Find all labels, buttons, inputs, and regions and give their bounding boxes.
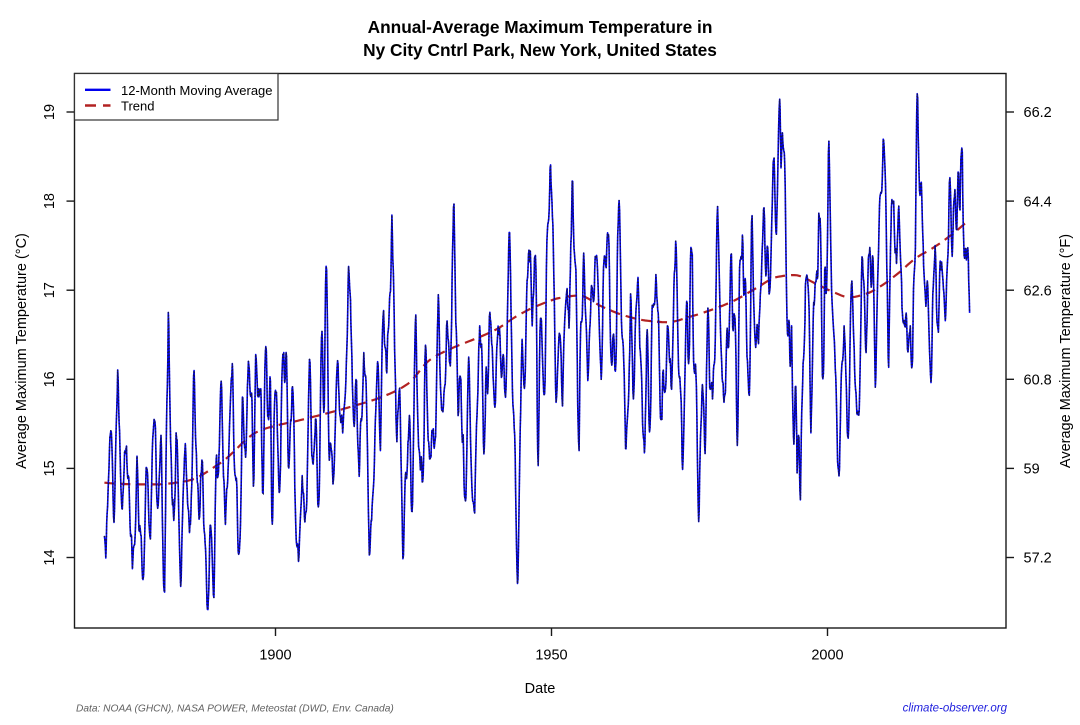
svg-text:Annual-Average Maximum Tempera: Annual-Average Maximum Temperature in xyxy=(368,17,713,37)
svg-text:2000: 2000 xyxy=(811,648,843,664)
svg-text:14: 14 xyxy=(42,549,58,565)
svg-text:19: 19 xyxy=(42,104,58,120)
svg-text:Average Maximum Temperature (°: Average Maximum Temperature (°F) xyxy=(1058,234,1074,468)
svg-text:12-Month Moving Average: 12-Month Moving Average xyxy=(121,83,273,98)
svg-text:17: 17 xyxy=(42,282,58,298)
svg-text:Trend: Trend xyxy=(121,99,154,114)
svg-text:1900: 1900 xyxy=(259,648,291,664)
svg-text:climate-observer.org: climate-observer.org xyxy=(903,703,1008,715)
svg-text:60.8: 60.8 xyxy=(1024,373,1052,389)
svg-text:Ny City Cntrl Park, New York,: Ny City Cntrl Park, New York, United Sta… xyxy=(363,40,717,60)
svg-text:Date: Date xyxy=(525,681,556,697)
svg-text:57.2: 57.2 xyxy=(1024,551,1052,567)
svg-text:18: 18 xyxy=(42,193,58,209)
svg-text:16: 16 xyxy=(42,371,58,387)
svg-text:64.4: 64.4 xyxy=(1024,194,1052,210)
svg-text:Average Maximum Temperature (°: Average Maximum Temperature (°C) xyxy=(14,233,30,469)
svg-text:15: 15 xyxy=(42,460,58,476)
svg-text:59: 59 xyxy=(1024,462,1040,478)
svg-text:62.6: 62.6 xyxy=(1024,283,1052,299)
svg-text:1950: 1950 xyxy=(535,648,567,664)
svg-text:66.2: 66.2 xyxy=(1024,105,1052,121)
svg-text:Data: NOAA (GHCN), NASA POWER,: Data: NOAA (GHCN), NASA POWER, Meteostat… xyxy=(76,704,394,715)
